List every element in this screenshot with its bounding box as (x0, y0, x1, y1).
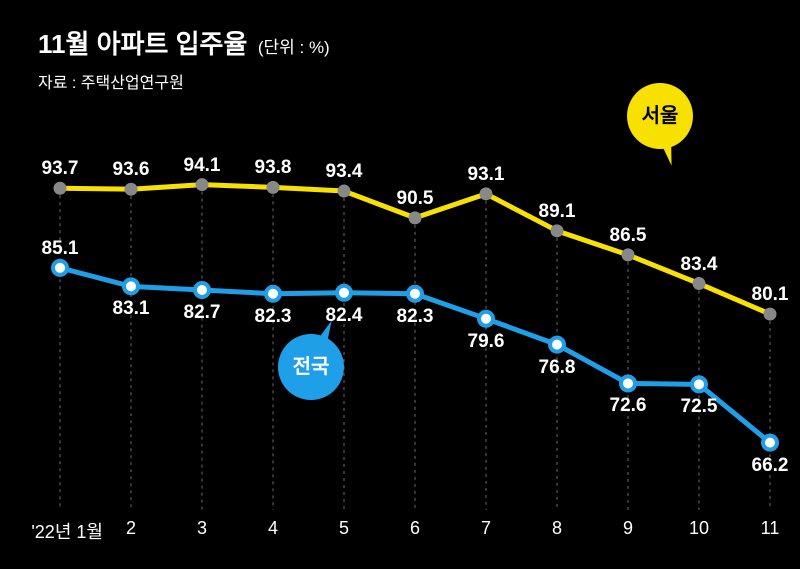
marker-서울 (551, 224, 564, 237)
line-chart: 서울전국 (0, 0, 800, 569)
bubble-label-서울: 서울 (642, 104, 679, 127)
x-axis-label: 2 (126, 518, 136, 539)
marker-전국 (124, 279, 138, 293)
value-label-전국: 79.6 (468, 331, 505, 353)
value-label-서울: 80.1 (752, 284, 789, 306)
value-label-전국: 82.4 (326, 305, 363, 327)
value-label-전국: 72.6 (610, 395, 647, 417)
value-label-서울: 94.1 (184, 155, 221, 177)
value-label-전국: 83.1 (113, 298, 150, 320)
marker-서울 (764, 308, 777, 321)
x-axis-label: 5 (339, 518, 349, 539)
marker-서울 (196, 178, 209, 191)
value-label-전국: 82.3 (255, 306, 292, 328)
x-axis-label: '22년 1월 (31, 518, 103, 544)
x-axis-label: 11 (761, 518, 780, 539)
x-axis-label: 9 (623, 518, 633, 539)
x-axis-label: 3 (197, 518, 207, 539)
marker-전국 (266, 287, 280, 301)
marker-전국 (53, 261, 67, 275)
x-axis-label: 7 (481, 518, 491, 539)
value-label-전국: 66.2 (752, 455, 789, 477)
marker-서울 (54, 182, 67, 195)
marker-서울 (622, 248, 635, 261)
marker-전국 (337, 286, 351, 300)
marker-서울 (693, 277, 706, 290)
marker-전국 (479, 312, 493, 326)
value-label-서울: 89.1 (539, 201, 576, 223)
marker-서울 (125, 183, 138, 196)
value-label-서울: 83.4 (681, 254, 718, 276)
marker-전국 (621, 376, 635, 390)
marker-전국 (692, 377, 706, 391)
value-label-서울: 93.4 (326, 161, 363, 183)
value-label-서울: 90.5 (397, 188, 434, 210)
marker-서울 (338, 185, 351, 198)
value-label-전국: 82.7 (184, 302, 221, 324)
value-label-서울: 93.1 (468, 164, 505, 186)
bubble-label-전국: 전국 (293, 355, 330, 378)
marker-전국 (195, 283, 209, 297)
value-label-서울: 93.7 (42, 158, 79, 180)
x-axis-label: 6 (410, 518, 420, 539)
marker-전국 (763, 436, 777, 450)
x-axis-label: 4 (268, 518, 278, 539)
value-label-서울: 86.5 (610, 225, 647, 247)
value-label-전국: 72.5 (681, 396, 718, 418)
marker-서울 (480, 187, 493, 200)
value-label-서울: 93.6 (113, 159, 150, 181)
value-label-전국: 76.8 (539, 357, 576, 379)
value-label-전국: 85.1 (42, 238, 79, 260)
value-label-서울: 93.8 (255, 157, 292, 179)
marker-서울 (409, 211, 422, 224)
marker-전국 (550, 338, 564, 352)
value-label-전국: 82.3 (397, 306, 434, 328)
marker-전국 (408, 287, 422, 301)
x-axis-label: 8 (552, 518, 562, 539)
marker-서울 (267, 181, 280, 194)
x-axis-label: 10 (689, 518, 709, 539)
